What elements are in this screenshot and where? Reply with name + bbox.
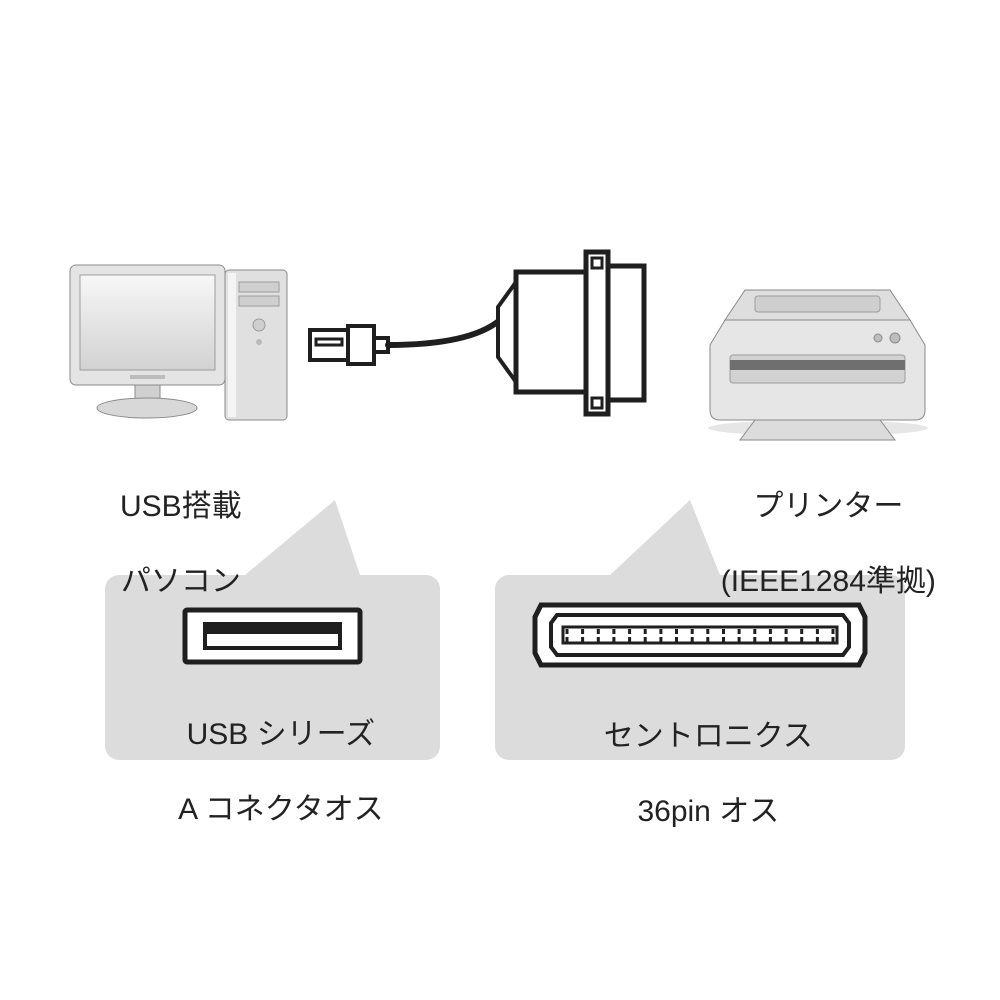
left-device-label-line2: パソコン	[121, 565, 241, 598]
diagram-stage: USB搭載 パソコン プリンター (IEEE1284準拠) USB シリーズ A…	[0, 0, 1000, 1000]
left-device-label: USB搭載 パソコン	[65, 450, 280, 600]
right-callout-label: セントロニクス 36pin オス	[495, 680, 905, 830]
usb-a-port-icon	[185, 610, 360, 662]
left-callout-label: USB シリーズ A コネクタオス	[105, 678, 440, 828]
pc-icon	[70, 265, 287, 420]
cable-illustration	[310, 252, 644, 414]
right-callout-label-line1: セントロニクス	[604, 720, 813, 753]
left-device-label-line1: USB搭載	[120, 490, 242, 523]
printer-icon	[708, 290, 928, 440]
right-device-label-line1: プリンター	[753, 490, 903, 523]
centronics-port-icon	[535, 605, 865, 665]
right-device-label: プリンター (IEEE1284準拠)	[680, 450, 960, 600]
right-callout-label-line2: 36pin オス	[637, 795, 779, 828]
left-callout-label-line2: A コネクタオス	[178, 793, 384, 826]
right-device-label-line2: (IEEE1284準拠)	[721, 565, 936, 598]
left-callout-label-line1: USB シリーズ	[187, 718, 376, 751]
